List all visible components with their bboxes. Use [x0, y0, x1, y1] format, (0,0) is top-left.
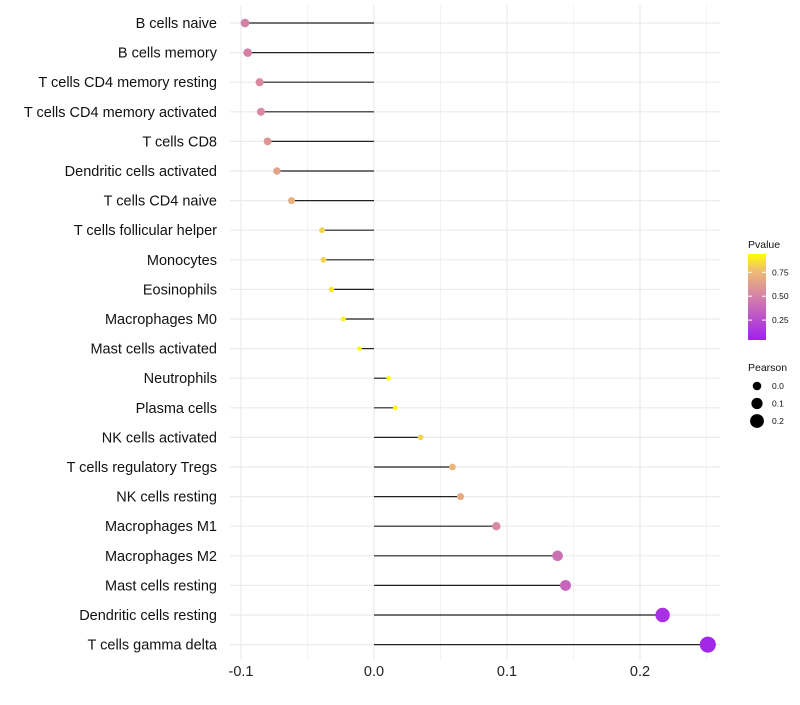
y-tick-label: T cells regulatory Tregs	[67, 460, 217, 476]
lollipop-dot	[319, 227, 326, 234]
lollipop-dot	[386, 375, 391, 381]
legend-size-label: 0.2	[772, 416, 784, 426]
lollipop-dot	[417, 434, 424, 441]
lollipop-dot	[456, 493, 465, 501]
legend-size-label: 0.1	[772, 399, 784, 409]
y-tick-label: Eosinophils	[143, 282, 217, 298]
y-tick-label: B cells memory	[118, 46, 218, 62]
y-tick-label: NK cells resting	[116, 490, 217, 506]
lollipop-dot	[655, 607, 670, 623]
y-tick-label: Monocytes	[147, 253, 217, 269]
colorbar-tick-label: 0.25	[772, 315, 789, 325]
lollipop-dot	[699, 636, 716, 653]
lollipop-dot	[449, 463, 456, 471]
lollipop-dot	[256, 107, 265, 116]
lollipop-dot	[263, 137, 272, 146]
y-tick-label: T cells gamma delta	[88, 638, 218, 654]
legend-size-dot	[750, 414, 764, 428]
y-tick-label: NK cells activated	[102, 430, 217, 446]
legend-size-title: Pearson	[748, 362, 787, 374]
colorbar-tick-label: 0.75	[772, 267, 789, 277]
y-tick-label: T cells CD4 naive	[104, 194, 217, 210]
lollipop-dot	[255, 78, 264, 87]
legend-size-label: 0.0	[772, 381, 784, 391]
lollipop-dot	[320, 256, 327, 263]
y-tick-label: B cells naive	[136, 16, 217, 32]
y-tick-label: T cells CD4 memory activated	[24, 105, 217, 121]
y-tick-label: Plasma cells	[136, 401, 217, 417]
y-tick-label: Macrophages M0	[105, 312, 217, 328]
x-tick-label: 0.2	[630, 664, 650, 680]
lollipop-dot	[340, 316, 346, 322]
colorbar-tick-label: 0.50	[772, 291, 789, 301]
y-tick-label: Macrophages M1	[105, 519, 217, 535]
y-tick-label: Dendritic cells resting	[79, 608, 217, 624]
lollipop-dot	[240, 18, 250, 28]
legend-color-title: Pvalue	[748, 239, 780, 251]
y-tick-label: Neutrophils	[144, 371, 217, 387]
x-tick-label: 0.0	[364, 664, 384, 680]
lollipop-dot	[492, 521, 501, 531]
y-tick-label: T cells follicular helper	[74, 223, 217, 239]
y-tick-label: Dendritic cells activated	[65, 164, 217, 180]
lollipop-dot	[328, 286, 335, 293]
x-tick-label: 0.1	[497, 664, 517, 680]
lollipop-dot	[552, 550, 563, 562]
legend-size-dot	[752, 381, 762, 391]
lollipop-dot	[357, 346, 362, 351]
x-tick-label: -0.1	[229, 664, 254, 680]
lollipop-dot	[288, 197, 296, 205]
lollipop-dot	[560, 579, 571, 591]
lollipop-dot	[273, 167, 281, 175]
colorbar	[748, 254, 766, 340]
lollipop-dot	[392, 405, 398, 411]
y-tick-label: Mast cells activated	[90, 342, 217, 358]
y-tick-label: T cells CD8	[142, 134, 217, 150]
lollipop-dot	[243, 48, 252, 57]
legend-size-dot	[751, 397, 763, 410]
y-tick-label: Mast cells resting	[105, 578, 217, 594]
y-tick-label: T cells CD4 memory resting	[38, 75, 217, 91]
y-tick-label: Macrophages M2	[105, 549, 217, 565]
